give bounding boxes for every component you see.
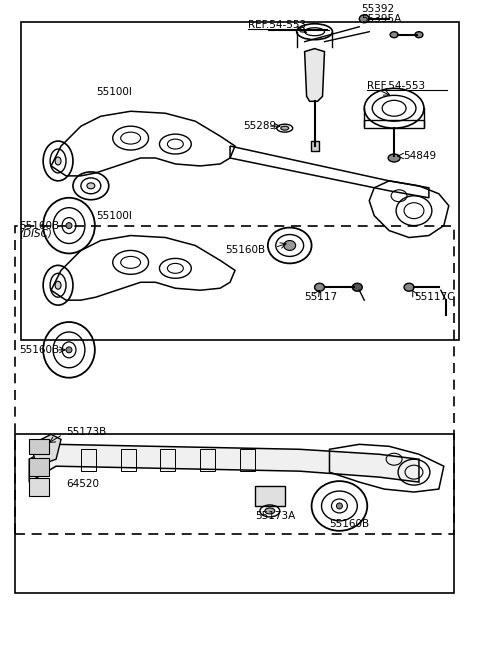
- Text: 55289: 55289: [243, 121, 276, 131]
- Ellipse shape: [284, 240, 296, 250]
- Text: (DISC): (DISC): [19, 229, 52, 238]
- Bar: [160, 449, 175, 471]
- Bar: [311, 141, 319, 151]
- Text: 55117C: 55117C: [414, 292, 455, 302]
- Bar: [29, 458, 49, 476]
- Ellipse shape: [314, 283, 324, 291]
- Bar: [81, 449, 96, 471]
- Bar: [15, 225, 454, 534]
- Ellipse shape: [388, 154, 400, 162]
- Ellipse shape: [55, 157, 61, 165]
- Text: REF.54-553: REF.54-553: [367, 81, 425, 92]
- Text: 55173A: 55173A: [255, 511, 295, 521]
- Bar: [200, 449, 215, 471]
- Text: 55160B: 55160B: [225, 246, 265, 255]
- Ellipse shape: [55, 281, 61, 290]
- Ellipse shape: [66, 347, 72, 353]
- Text: 55160B: 55160B: [329, 519, 370, 529]
- Bar: [21, 22, 459, 340]
- Ellipse shape: [360, 15, 369, 23]
- Ellipse shape: [265, 508, 275, 514]
- Ellipse shape: [352, 283, 362, 291]
- Text: 55392: 55392: [361, 4, 395, 14]
- Text: REF.54-553: REF.54-553: [248, 20, 306, 29]
- Text: 55160B: 55160B: [19, 221, 60, 231]
- Ellipse shape: [390, 31, 398, 38]
- Ellipse shape: [87, 183, 95, 189]
- Bar: [120, 449, 136, 471]
- Text: 55100I: 55100I: [96, 87, 132, 98]
- Ellipse shape: [66, 223, 72, 229]
- Text: 64520: 64520: [66, 479, 99, 489]
- Polygon shape: [29, 444, 419, 482]
- Ellipse shape: [336, 503, 342, 509]
- Bar: [240, 449, 255, 471]
- Bar: [29, 478, 49, 496]
- Bar: [29, 440, 49, 455]
- Ellipse shape: [415, 31, 423, 38]
- Text: 55117: 55117: [305, 292, 338, 302]
- Ellipse shape: [404, 283, 414, 291]
- Text: 55160B: 55160B: [19, 345, 60, 355]
- Bar: [255, 486, 285, 506]
- Text: 55395A: 55395A: [361, 14, 402, 24]
- Ellipse shape: [281, 126, 288, 130]
- Text: 55173B: 55173B: [66, 428, 106, 438]
- Polygon shape: [305, 48, 324, 102]
- Text: 55100I: 55100I: [96, 211, 132, 221]
- Bar: [364, 121, 424, 128]
- Text: 54849: 54849: [403, 151, 436, 161]
- Bar: [15, 434, 454, 593]
- Polygon shape: [31, 434, 61, 466]
